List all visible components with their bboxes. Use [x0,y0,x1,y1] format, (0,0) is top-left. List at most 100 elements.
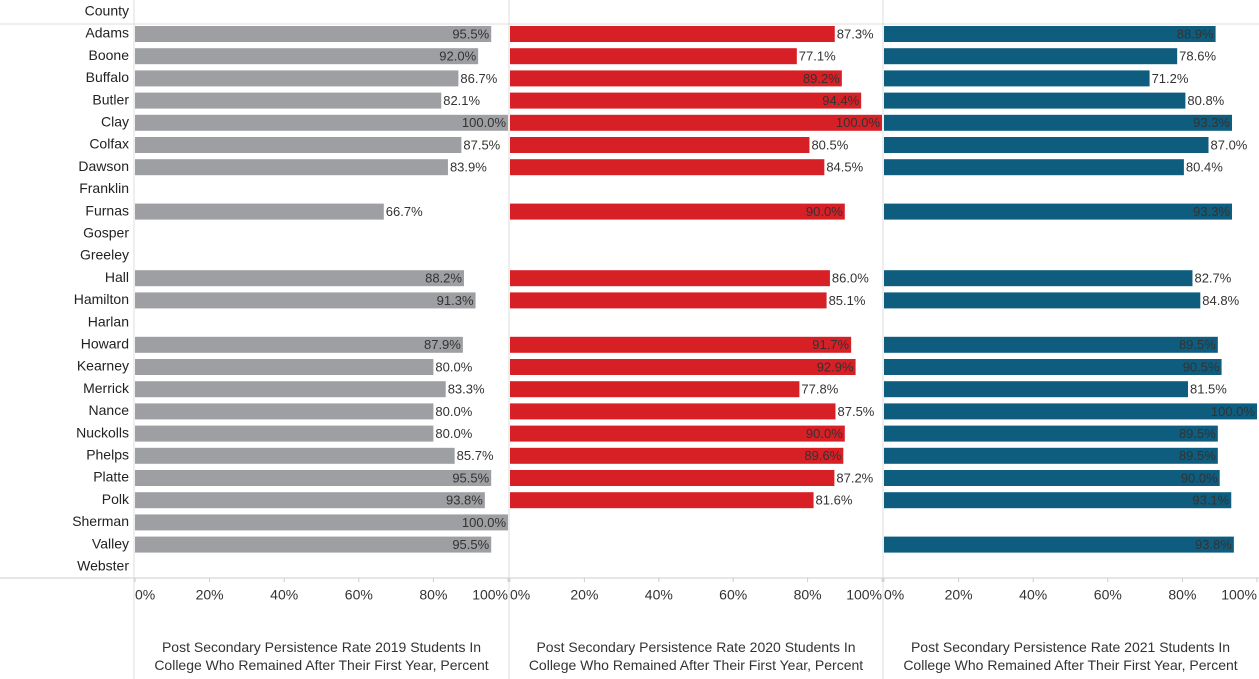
value-label: 85.1% [829,293,866,308]
bar [510,114,882,131]
bar [135,270,464,287]
value-label: 86.0% [832,271,869,286]
bar [884,70,1150,87]
bar [135,92,442,109]
bar [135,70,459,87]
bar [135,359,434,375]
bar [510,492,814,509]
category-label: Gosper [83,225,129,241]
bar [135,26,492,42]
x-tick-label: 100% [1221,587,1257,603]
value-label: 90.0% [806,204,843,219]
x-tick-label: 0% [884,587,904,603]
bar [135,425,434,442]
x-tick-label: 0% [135,587,155,603]
value-label: 66.7% [386,204,423,219]
bar [884,536,1234,553]
bar [884,447,1218,464]
value-label: 100.0% [1211,404,1256,419]
category-label: Nuckolls [76,424,129,440]
value-label: 84.8% [1202,293,1239,308]
value-label: 80.8% [1187,93,1224,108]
category-label: Webster [77,558,129,574]
x-tick-label: 100% [846,587,882,603]
x-tick-label: 40% [645,587,673,603]
bar [135,403,434,420]
bar [884,359,1222,375]
bar [884,403,1257,420]
bar [135,137,462,153]
axis-title: Post Secondary Persistence Rate 2020 Stu… [528,639,864,673]
value-label: 81.6% [816,493,853,508]
bar [884,26,1216,42]
x-tick-label: 20% [945,587,973,603]
bar [135,492,485,509]
value-label: 80.0% [435,404,472,419]
value-label: 87.9% [424,337,461,352]
value-label: 71.2% [1152,71,1189,86]
bar [884,470,1220,486]
category-label: Valley [92,535,129,551]
value-label: 89.5% [1179,426,1216,441]
bar [884,270,1193,287]
bar [884,92,1186,109]
value-label: 94.4% [822,93,859,108]
value-label: 95.5% [452,537,489,552]
value-label: 90.0% [806,426,843,441]
x-tick-label: 60% [345,587,373,603]
bar [510,270,830,287]
category-label: Adams [85,25,129,41]
x-tick-label: 40% [1019,587,1047,603]
bar [135,159,448,176]
category-label: Dawson [78,158,129,174]
value-label: 87.5% [838,404,875,419]
bar [884,159,1184,176]
value-label: 77.1% [799,49,836,64]
bar [884,492,1232,509]
category-label: Colfax [89,136,129,152]
bar [135,203,384,220]
value-label: 87.3% [837,26,874,41]
category-label: Hamilton [74,291,129,307]
bar [135,381,446,398]
bar [510,336,852,353]
category-label: Sherman [72,513,129,529]
category-label: Greeley [80,247,129,263]
bar [510,159,825,176]
bar [510,447,844,464]
x-tick-label: 100% [472,587,508,603]
value-label: 87.0% [1211,137,1248,152]
row-header: County [85,3,129,19]
value-label: 87.5% [463,137,500,152]
value-label: 82.1% [443,93,480,108]
category-label: Butler [92,91,129,107]
value-label: 90.5% [1183,359,1220,374]
x-tick-label: 80% [1168,587,1196,603]
value-label: 89.5% [1179,337,1216,352]
bar [884,114,1233,131]
value-label: 83.9% [450,160,487,175]
bar [884,48,1178,65]
value-label: 80.0% [435,426,472,441]
bar [510,26,835,42]
bar [884,137,1209,153]
x-tick-label: 60% [719,587,747,603]
axis-title: Post Secondary Persistence Rate 2021 Stu… [903,639,1238,673]
value-label: 81.5% [1190,382,1227,397]
value-label: 89.5% [1179,448,1216,463]
bar [510,70,842,87]
bar [135,336,463,353]
category-label: Furnas [85,202,129,218]
value-label: 89.2% [803,71,840,86]
value-label: 93.3% [1193,204,1230,219]
category-label: Polk [102,491,130,507]
value-label: 91.3% [437,293,474,308]
value-label: 92.9% [817,359,854,374]
value-label: 78.6% [1179,49,1216,64]
bar [135,292,476,309]
category-label: Kearney [77,358,129,374]
bar [510,381,800,398]
value-label: 90.0% [1181,470,1218,485]
value-label: 85.7% [457,448,494,463]
value-label: 93.8% [1195,537,1232,552]
